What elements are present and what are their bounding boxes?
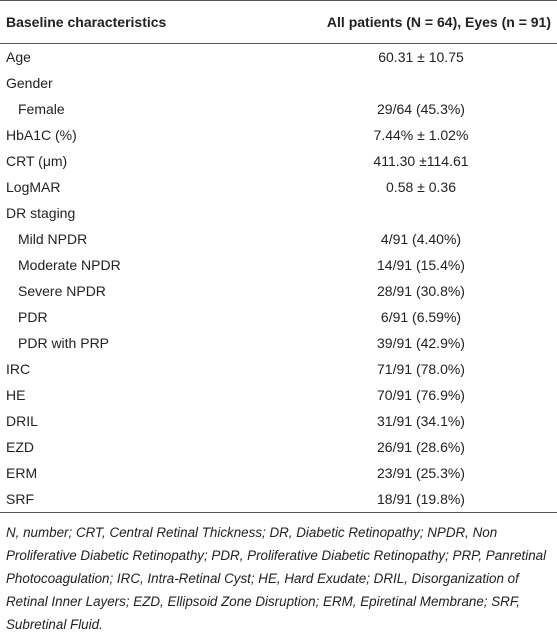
row-value: 29/64 (45.3%) — [377, 101, 465, 117]
row-value: 26/91 (28.6%) — [377, 439, 465, 455]
baseline-table: Baseline characteristics All patients (N… — [0, 0, 557, 513]
row-label: Severe NPDR — [18, 283, 106, 299]
table-row: CRT (μm) 411.30 ±114.61 — [0, 148, 557, 174]
table-row: DRIL 31/91 (34.1%) — [0, 408, 557, 434]
table-row: Age 60.31 ± 10.75 — [0, 44, 557, 71]
row-label: IRC — [6, 361, 31, 377]
row-value: 28/91 (30.8%) — [377, 283, 465, 299]
row-value — [231, 200, 557, 226]
row-value: 18/91 (19.8%) — [231, 486, 557, 513]
table-row: Moderate NPDR 14/91 (15.4%) — [0, 252, 557, 278]
row-value: 70/91 (76.9%) — [377, 387, 465, 403]
table-row: DR staging — [0, 200, 557, 226]
row-label: PDR with PRP — [18, 335, 110, 351]
row-label: HbA1C (%) — [6, 127, 77, 143]
table-row: Mild NPDR 4/91 (4.40%) — [0, 226, 557, 252]
row-label: Mild NPDR — [18, 231, 88, 247]
header-row: Baseline characteristics All patients (N… — [0, 0, 557, 44]
row-label: PDR — [18, 309, 48, 325]
row-label: ERM — [6, 465, 38, 481]
row-value: 7.44% ± 1.02% — [373, 127, 469, 143]
table-row: EZD 26/91 (28.6%) — [0, 434, 557, 460]
row-value: 411.30 ±114.61 — [373, 153, 469, 169]
table-row: PDR 6/91 (6.59%) — [0, 304, 557, 330]
table-row: LogMAR 0.58 ± 0.36 — [0, 174, 557, 200]
row-value: 4/91 (4.40%) — [380, 231, 462, 247]
header-cell: All patients (N = 64), Eyes (n = 91) — [231, 0, 557, 44]
row-value: 39/91 (42.9%) — [377, 335, 465, 351]
row-value: 14/91 (15.4%) — [377, 257, 465, 273]
row-label: Gender — [6, 75, 53, 91]
row-value: 23/91 (25.3%) — [377, 465, 465, 481]
table-row: Gender — [0, 70, 557, 96]
row-label: EZD — [6, 439, 34, 455]
row-label: DR staging — [6, 205, 76, 221]
table-row: ERM 23/91 (25.3%) — [0, 460, 557, 486]
row-label: LogMAR — [6, 179, 61, 195]
table-row: Severe NPDR 28/91 (30.8%) — [0, 278, 557, 304]
row-label: CRT (μm) — [6, 153, 68, 169]
table-row: HbA1C (%) 7.44% ± 1.02% — [0, 122, 557, 148]
row-value: 71/91 (78.0%) — [377, 361, 465, 377]
row-value: 31/91 (34.1%) — [377, 413, 465, 429]
row-value — [231, 70, 557, 96]
row-label: HE — [6, 387, 26, 403]
row-label: Age — [6, 49, 31, 65]
header-cell: Baseline characteristics — [0, 0, 231, 44]
table-header: Baseline characteristics All patients (N… — [0, 0, 557, 44]
row-value: 6/91 (6.59%) — [380, 309, 462, 325]
table-body: Age 60.31 ± 10.75 Gender Female 29/64 (45.3%… — [0, 44, 557, 513]
row-value: 60.31 ± 10.75 — [378, 49, 464, 65]
table-row: IRC 71/91 (78.0%) — [0, 356, 557, 382]
row-label: Female — [18, 101, 65, 117]
table-row: HE 70/91 (76.9%) — [0, 382, 557, 408]
footnote: N, number; CRT, Central Retinal Thicknes… — [6, 525, 547, 632]
row-label: Moderate NPDR — [18, 257, 121, 273]
table-row: SRF 18/91 (19.8%) — [0, 486, 557, 513]
table-row: PDR with PRP 39/91 (42.9%) — [0, 330, 557, 356]
row-label: DRIL — [6, 413, 38, 429]
row-label: SRF — [0, 486, 231, 513]
table-row: Female 29/64 (45.3%) — [0, 96, 557, 122]
row-value: 0.58 ± 0.36 — [386, 179, 456, 195]
